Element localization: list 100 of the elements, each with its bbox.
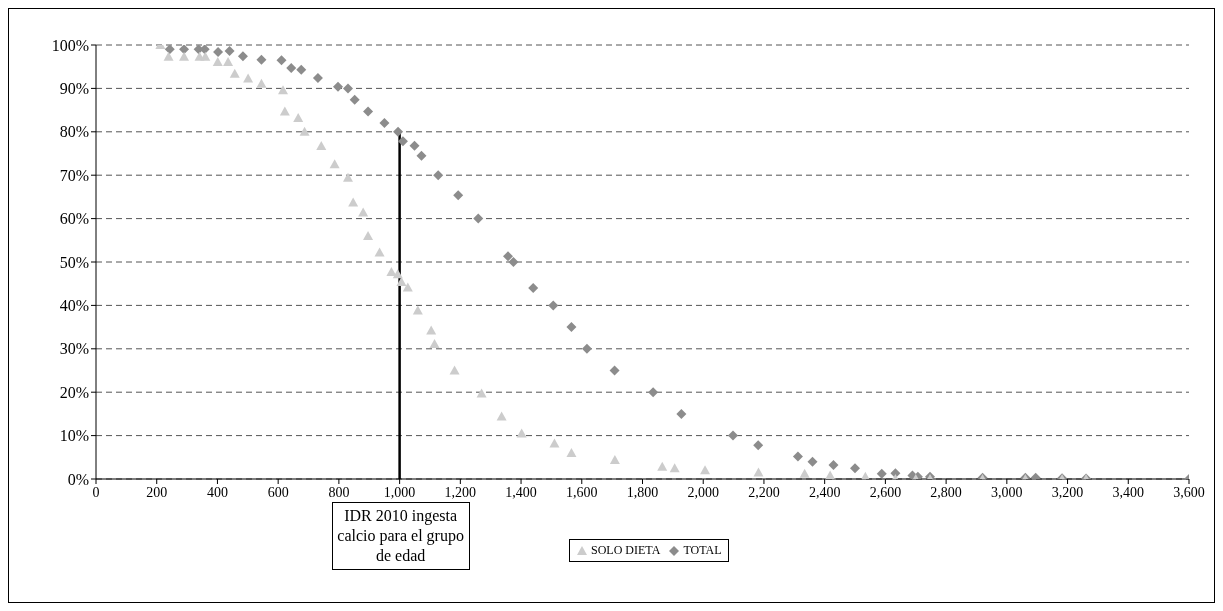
point [676, 408, 687, 419]
point [278, 85, 289, 95]
point [332, 81, 343, 92]
point [792, 451, 803, 462]
point [516, 428, 527, 438]
point [316, 141, 327, 151]
point [212, 56, 223, 66]
point [200, 51, 211, 61]
x-tick-label: 2,200 [748, 485, 780, 500]
y-tick-label: 100% [51, 36, 89, 54]
point [229, 68, 240, 78]
point [343, 83, 353, 94]
point [393, 126, 404, 137]
x-tick-label: 1,200 [444, 485, 477, 500]
point [286, 63, 297, 73]
point [807, 456, 818, 467]
x-tick-label: 0 [92, 485, 100, 500]
point [657, 461, 668, 471]
point [700, 465, 711, 475]
point [566, 322, 577, 333]
point [293, 112, 304, 122]
point [449, 365, 460, 375]
point [453, 190, 464, 201]
y-tick-label: 80% [59, 123, 89, 141]
point [426, 325, 437, 335]
point [329, 159, 340, 169]
point [279, 106, 290, 116]
point [503, 251, 513, 262]
x-tick-label: 3,000 [991, 485, 1023, 500]
point [397, 136, 408, 147]
legend-label: TOTAL [683, 543, 722, 558]
y-tick-label: 40% [59, 297, 89, 315]
x-tick-label: 400 [206, 485, 228, 500]
point [349, 94, 360, 105]
point [581, 343, 592, 354]
point [237, 51, 248, 62]
x-tick-label: 2,400 [808, 485, 841, 500]
y-tick-label: 60% [59, 210, 89, 228]
point [799, 468, 810, 478]
y-tick-label: 90% [59, 80, 89, 98]
x-tick-label: 1,600 [566, 485, 598, 500]
legend-label: SOLO DIETA [591, 543, 661, 558]
y-tick-label: 10% [59, 427, 89, 445]
point [312, 72, 323, 83]
point [850, 463, 861, 474]
x-tick-label: 1,800 [626, 485, 659, 500]
point [609, 365, 620, 376]
point [276, 55, 287, 66]
point [876, 468, 887, 479]
point [549, 438, 560, 448]
point [224, 46, 235, 57]
point [243, 73, 254, 83]
point [528, 283, 539, 294]
point [753, 440, 764, 451]
x-tick-label: 800 [328, 485, 350, 500]
point [223, 56, 234, 66]
point [648, 387, 659, 398]
y-tick-label: 0% [67, 470, 89, 488]
point [429, 339, 440, 349]
x-tick-label: 3,200 [1051, 485, 1084, 500]
point [609, 454, 620, 464]
point [363, 230, 374, 240]
x-tick-label: 600 [267, 485, 289, 500]
point [825, 470, 836, 479]
point [508, 257, 519, 267]
point [496, 411, 507, 421]
x-tick-label: 2,000 [687, 485, 719, 500]
x-tick-label: 3,600 [1173, 485, 1205, 500]
x-tick-label: 1,400 [505, 485, 537, 500]
point [402, 282, 413, 292]
point [416, 150, 427, 161]
point [163, 51, 174, 61]
y-tick-label: 30% [59, 340, 89, 358]
point [566, 447, 577, 457]
point [348, 197, 359, 207]
point [358, 207, 369, 217]
point [296, 64, 307, 75]
x-tick-label: 1,000 [383, 485, 416, 500]
point [669, 463, 680, 473]
point [179, 45, 190, 55]
x-tick-label: 2,800 [930, 485, 962, 500]
point [179, 51, 190, 61]
point [433, 170, 444, 181]
point [164, 45, 175, 55]
x-tick-label: 3,400 [1112, 485, 1145, 500]
point [409, 140, 420, 151]
point [392, 269, 403, 279]
point [213, 46, 224, 57]
point [727, 430, 738, 441]
point [379, 118, 390, 129]
point [256, 78, 267, 88]
point [828, 460, 839, 471]
point [412, 305, 423, 315]
point [548, 300, 559, 311]
y-tick-label: 50% [59, 253, 89, 271]
point [476, 388, 487, 398]
y-tick-label: 70% [59, 166, 89, 184]
point [363, 106, 374, 117]
point [256, 54, 267, 65]
point [343, 172, 353, 182]
